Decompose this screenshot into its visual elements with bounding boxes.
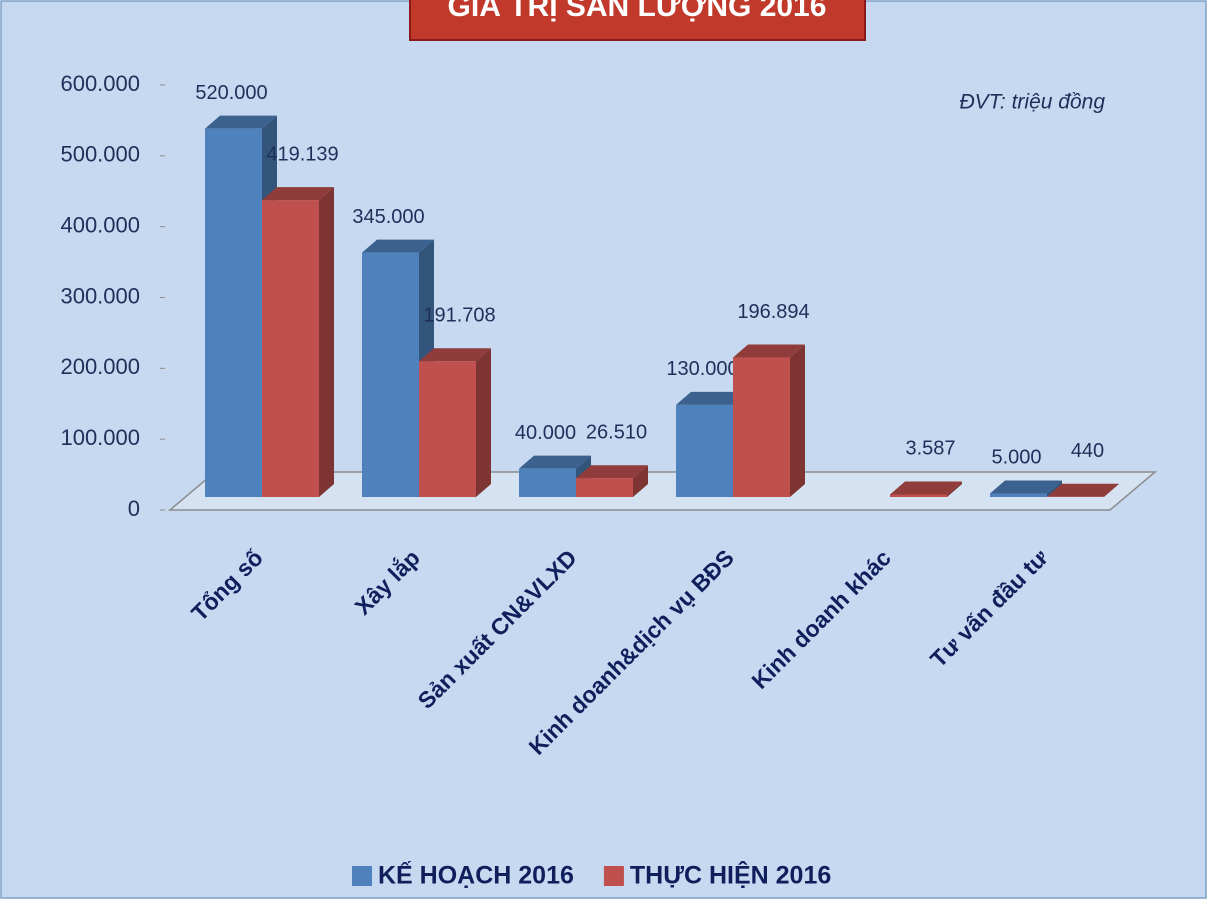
bar-face <box>1104 483 1119 497</box>
bar-face <box>419 361 476 497</box>
bar-face <box>362 252 419 497</box>
value-label: 191.708 <box>423 304 495 326</box>
bar-face <box>1047 483 1119 497</box>
y-tick-label: 0 <box>128 496 140 521</box>
bar-face <box>262 187 334 201</box>
bar-face <box>676 404 733 497</box>
y-tick-label: 400.000 <box>60 212 140 237</box>
bar-face <box>519 455 591 469</box>
bar-face <box>947 481 962 497</box>
y-tick-label: 500.000 <box>60 142 140 167</box>
value-label: 440 <box>1071 440 1104 462</box>
legend-label: KẾ HOẠCH 2016 <box>378 861 574 890</box>
bar <box>733 344 805 497</box>
value-label: 345.000 <box>352 206 424 228</box>
bar-face <box>576 465 648 479</box>
value-label: 419.139 <box>266 143 338 165</box>
y-tick-label: 600.000 <box>60 71 140 96</box>
bar <box>419 348 491 497</box>
value-label: 130.000 <box>666 358 738 380</box>
bar-face <box>319 187 334 498</box>
value-label: 196.894 <box>737 301 809 323</box>
bar-face <box>205 115 277 129</box>
legend-swatch <box>352 866 372 886</box>
bar <box>990 480 1062 497</box>
bar-face <box>262 200 319 498</box>
bar-face <box>633 465 648 497</box>
chart-title: GIÁ TRỊ SẢN LƯỢNG 2016 <box>448 0 827 23</box>
bar-face <box>205 128 262 497</box>
bar-face <box>576 478 633 497</box>
bar <box>890 481 962 497</box>
bar-face <box>890 481 962 495</box>
value-label: 26.510 <box>586 422 647 444</box>
bar-face <box>990 480 1062 494</box>
bar <box>262 187 334 498</box>
value-label: 520.000 <box>195 82 267 104</box>
bar <box>576 465 648 497</box>
legend-label: THỰC HIỆN 2016 <box>630 860 831 890</box>
bar-face <box>1047 480 1062 497</box>
annotation: ĐVT: triệu đồng <box>959 91 1105 114</box>
bar-face <box>990 493 1047 497</box>
bar-face <box>733 344 805 358</box>
y-tick-label: 100.000 <box>60 425 140 450</box>
legend-swatch <box>603 866 624 886</box>
value-label: 3.587 <box>905 438 955 460</box>
title-box <box>409 0 866 41</box>
bar-face <box>519 468 576 497</box>
y-tick-label: 200.000 <box>60 354 140 379</box>
bar-face <box>790 344 805 497</box>
bar-face <box>676 391 748 405</box>
value-label: 5.000 <box>991 447 1041 469</box>
y-tick-label: 300.000 <box>60 283 140 308</box>
bar-face <box>419 348 491 362</box>
bar-face <box>890 494 947 497</box>
value-label: 40.000 <box>515 422 576 444</box>
bar-face <box>362 239 434 253</box>
bar <box>1047 483 1119 497</box>
bar-face <box>476 348 491 497</box>
bar-face <box>733 357 790 497</box>
